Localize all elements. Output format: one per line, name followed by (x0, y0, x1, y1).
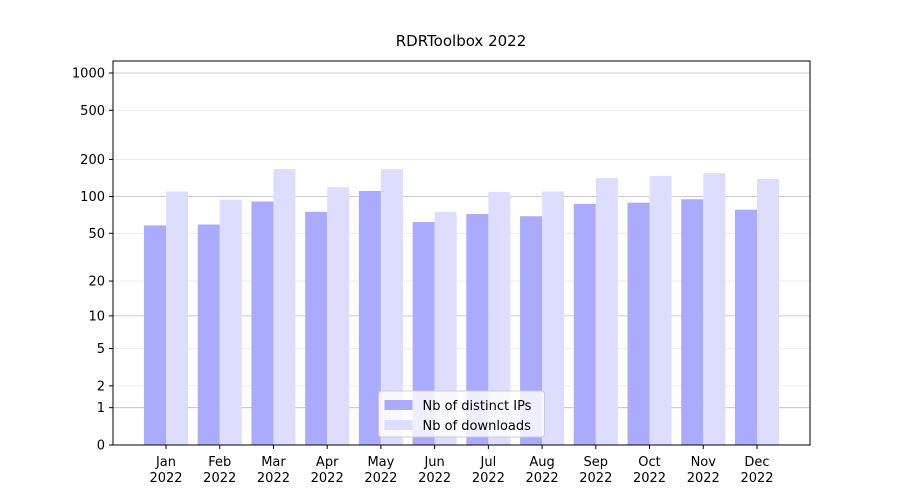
x-tick-label: Oct 2022 (633, 455, 666, 486)
y-tick-label: 100 (80, 190, 105, 205)
plot-frame (112, 60, 811, 446)
y-tick-label: 500 (80, 104, 105, 119)
bar (573, 203, 596, 445)
bar (649, 175, 672, 446)
bar (488, 191, 511, 445)
bar (327, 187, 350, 445)
bar (466, 213, 489, 445)
bar (273, 169, 296, 446)
legend-swatch (384, 420, 413, 430)
x-tick-label: Apr 2022 (311, 455, 344, 486)
bar (358, 190, 381, 445)
bar (734, 209, 757, 445)
bar (166, 191, 189, 445)
x-tick-label: Jun 2022 (418, 455, 451, 486)
y-tick-label: 5 (97, 342, 105, 357)
x-tick-label: May 2022 (364, 455, 397, 486)
bar (520, 216, 543, 445)
bar (219, 199, 242, 445)
bar (197, 224, 220, 445)
x-tick-label: Nov 2022 (687, 455, 720, 486)
bar (143, 225, 166, 445)
y-tick-label: 0 (97, 439, 105, 454)
legend-swatch (384, 400, 413, 410)
bar (380, 169, 403, 446)
bar (251, 201, 274, 445)
x-tick-label: Aug 2022 (526, 455, 559, 486)
y-tick-label: 20 (88, 275, 105, 290)
x-tick-label: Feb 2022 (203, 455, 236, 486)
x-tick-label: Mar 2022 (257, 455, 290, 486)
x-tick-label: Sep 2022 (579, 455, 612, 486)
bar (595, 178, 618, 445)
bar (703, 173, 726, 445)
x-tick-label: Jul 2022 (472, 455, 505, 486)
chart-title: RDRToolbox 2022 (396, 32, 527, 50)
x-tick-label: Jan 2022 (149, 455, 182, 486)
y-tick-label: 2 (97, 379, 105, 394)
legend: Nb of distinct IPs Nb of downloads (378, 390, 545, 438)
bar (434, 211, 457, 445)
legend-label: Nb of distinct IPs (423, 399, 532, 414)
bar (305, 211, 328, 445)
bar (542, 191, 565, 445)
y-tick-label: 1 (97, 401, 105, 416)
legend-box (378, 390, 545, 438)
bar (757, 178, 780, 445)
bar (627, 202, 650, 445)
x-tick-label: Dec 2022 (740, 455, 773, 486)
y-tick-label: 1000 (72, 67, 105, 82)
y-tick-label: 50 (88, 227, 105, 242)
bar (681, 199, 704, 445)
y-tick-label: 200 (80, 153, 105, 168)
legend-label: Nb of downloads (423, 419, 532, 434)
y-tick-label: 10 (88, 309, 105, 324)
bar (412, 221, 435, 445)
